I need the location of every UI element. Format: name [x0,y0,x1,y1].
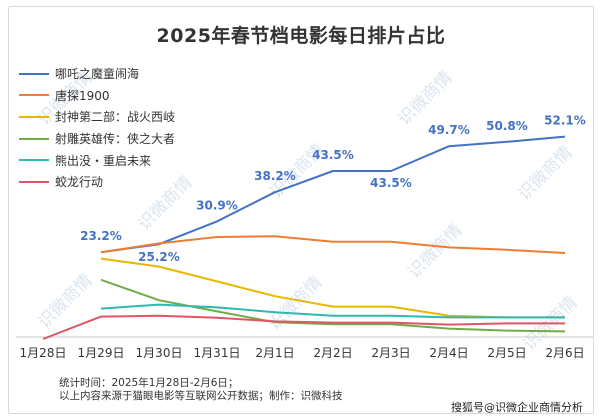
data-label: 50.8% [486,119,528,133]
series-line-0 [100,135,566,254]
series-line-3 [100,278,566,333]
x-tick-label: 2月4日 [429,346,468,360]
x-tick-label: 2月5日 [487,346,526,360]
legend-swatch [19,115,49,118]
x-tick-label: 1月31日 [194,346,241,360]
legend-swatch [19,159,49,162]
legend-item: 哪吒之魔童闹海 [19,63,209,85]
footnotes: 统计时间：2025年1月28日-2月6日； 以上内容来源于猫眼电影等互联网公开数… [59,377,343,403]
data-label-layer: 23.2% 25.2% 30.9% 38.2% 43.5% 43.5% 49.7% 50.8%… [80,114,586,265]
legend-item: 唐探1900 [19,85,209,107]
data-label: 25.2% [138,250,180,264]
data-label: 23.2% [80,229,122,243]
credit-text: 搜狐号@识微企业商情分析 [451,401,583,414]
footnote-source: 以上内容来源于猫眼电影等互联网公开数据；制作：识微科技 [59,390,343,402]
legend-item: 熊出没・重启未来 [19,149,209,171]
data-label: 43.5% [312,148,354,162]
watermark-text: 识微商情 [394,67,456,129]
data-label: 52.1% [544,114,586,128]
legend-label: 蛟龙行动 [55,175,104,190]
chart-card: 识微商情 识微商情 识微商情 识微商情 识微商情 识微商情 识微商情 识微商情 识微商情 23.… [8,6,594,414]
legend-label: 射雕英雄传：侠之大者 [55,132,176,147]
data-label: 49.7% [428,123,470,137]
legend-label: 熊出没・重启未来 [55,153,152,168]
series-line-2 [100,257,565,319]
legend-item: 封神第二部：战火西岐 [19,106,209,128]
x-tick-label: 2月2日 [313,346,352,360]
legend-swatch [19,72,49,75]
x-tick-label: 1月29日 [78,346,125,360]
x-tick-label: 1月28日 [20,346,67,360]
legend-label: 唐探1900 [55,88,110,103]
data-label: 30.9% [196,198,238,212]
x-tick-label: 2月6日 [545,346,584,360]
data-label: 38.2% [254,169,296,183]
x-tick-layer: 1月28日 1月29日 1月30日 1月31日 2月1日 2月2日 2月3日 2月4日 2月5日… [20,346,585,360]
x-tick-label: 2月1日 [255,346,294,360]
watermark-text: 识微商情 [34,270,96,332]
watermark-text: 识微商情 [514,142,576,204]
legend-swatch [19,180,49,183]
legend-label: 封神第二部：战火西岐 [55,110,176,125]
series-layer [42,135,566,340]
chart-title: 2025年春节档电影每日排片占比 [156,25,446,47]
series-line-5 [42,314,565,340]
legend-swatch [19,137,49,140]
legend-item: 蛟龙行动 [19,171,209,193]
watermark-text: 识微商情 [404,220,466,282]
series-line-1 [100,235,566,254]
data-label: 43.5% [370,176,412,190]
footnote-period: 统计时间：2025年1月28日-2月6日； [59,377,239,389]
x-tick-label: 2月3日 [371,346,410,360]
series-line-4 [100,303,565,319]
legend: 哪吒之魔童闹海 唐探1900 封神第二部：战火西岐 射雕英雄传：侠之大者 熊出没・重启未… [19,63,209,193]
legend-swatch [19,94,49,97]
legend-label: 哪吒之魔童闹海 [55,67,140,82]
legend-item: 射雕英雄传：侠之大者 [19,128,209,150]
x-tick-label: 1月30日 [136,346,183,360]
